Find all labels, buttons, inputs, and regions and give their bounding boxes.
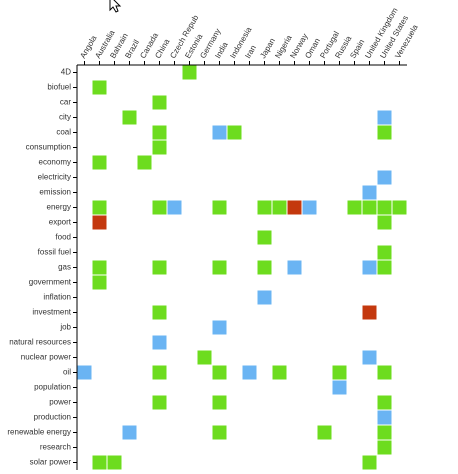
cell bbox=[122, 425, 137, 440]
cell bbox=[257, 230, 272, 245]
y-tick-label: investment bbox=[32, 308, 71, 317]
cell bbox=[257, 260, 272, 275]
y-tick-label: renewable energy bbox=[7, 428, 71, 437]
cell bbox=[377, 425, 392, 440]
cell bbox=[317, 425, 332, 440]
cell bbox=[302, 200, 317, 215]
cell bbox=[242, 365, 257, 380]
y-tick-label: job bbox=[59, 323, 71, 332]
y-tick-label: city bbox=[59, 113, 71, 122]
cell bbox=[212, 425, 227, 440]
cell bbox=[287, 200, 302, 215]
cell bbox=[182, 65, 197, 80]
y-tick-label: government bbox=[29, 278, 72, 287]
cell bbox=[152, 140, 167, 155]
y-tick-label: consumption bbox=[26, 143, 71, 152]
cursor bbox=[109, 0, 122, 13]
cell bbox=[272, 200, 287, 215]
y-tick-label: emission bbox=[39, 188, 71, 197]
cell bbox=[92, 260, 107, 275]
cell bbox=[377, 200, 392, 215]
cell bbox=[332, 380, 347, 395]
y-tick-label: economy bbox=[39, 158, 71, 167]
cell bbox=[347, 200, 362, 215]
y-tick-label: export bbox=[49, 218, 72, 227]
x-tick-label: Iran bbox=[243, 44, 258, 60]
cell bbox=[152, 260, 167, 275]
y-tick-label: biofuel bbox=[47, 83, 71, 92]
cell bbox=[257, 290, 272, 305]
cell bbox=[362, 200, 377, 215]
cell bbox=[377, 440, 392, 455]
cell bbox=[152, 95, 167, 110]
y-tick-label: food bbox=[55, 233, 71, 242]
cell bbox=[92, 275, 107, 290]
cell bbox=[377, 215, 392, 230]
cell bbox=[362, 350, 377, 365]
cell bbox=[377, 365, 392, 380]
cell bbox=[107, 455, 122, 470]
y-tick-label: natural resources bbox=[9, 338, 71, 347]
cell bbox=[287, 260, 302, 275]
cell bbox=[92, 155, 107, 170]
cell bbox=[212, 365, 227, 380]
cell bbox=[392, 200, 407, 215]
cell bbox=[152, 365, 167, 380]
cell bbox=[92, 200, 107, 215]
cell bbox=[152, 335, 167, 350]
y-tick-label: oil bbox=[63, 368, 71, 377]
cell bbox=[362, 185, 377, 200]
cell bbox=[137, 155, 152, 170]
y-tick-label: production bbox=[34, 413, 71, 422]
cell bbox=[212, 200, 227, 215]
y-tick-label: electricity bbox=[38, 173, 71, 182]
y-tick-label: coal bbox=[56, 128, 71, 137]
y-tick-label: gas bbox=[58, 263, 71, 272]
cell bbox=[362, 260, 377, 275]
cell bbox=[332, 365, 347, 380]
y-tick-label: nuclear power bbox=[21, 353, 72, 362]
cell bbox=[212, 260, 227, 275]
cell bbox=[122, 110, 137, 125]
cell bbox=[152, 305, 167, 320]
cell bbox=[377, 410, 392, 425]
cell bbox=[197, 350, 212, 365]
cell bbox=[272, 365, 287, 380]
cell bbox=[377, 260, 392, 275]
y-tick-label: fossil fuel bbox=[38, 248, 72, 257]
cell bbox=[227, 125, 242, 140]
y-tick-label: power bbox=[49, 398, 71, 407]
cell bbox=[212, 395, 227, 410]
cell bbox=[92, 455, 107, 470]
y-tick-label: 4D bbox=[61, 68, 71, 77]
y-tick-label: research bbox=[40, 443, 71, 452]
y-tick-label: car bbox=[60, 98, 71, 107]
cell bbox=[377, 245, 392, 260]
cell bbox=[152, 125, 167, 140]
cell bbox=[92, 80, 107, 95]
cell bbox=[377, 125, 392, 140]
cell bbox=[167, 200, 182, 215]
cell bbox=[377, 170, 392, 185]
cell bbox=[377, 110, 392, 125]
cell bbox=[92, 215, 107, 230]
cell bbox=[257, 200, 272, 215]
cell bbox=[77, 365, 92, 380]
y-tick-label: solar power bbox=[30, 458, 72, 467]
cell bbox=[212, 125, 227, 140]
cell bbox=[152, 395, 167, 410]
cell bbox=[212, 320, 227, 335]
cell bbox=[377, 395, 392, 410]
y-tick-label: inflation bbox=[43, 293, 71, 302]
y-tick-label: population bbox=[34, 383, 71, 392]
cell bbox=[362, 305, 377, 320]
y-tick-label: energy bbox=[47, 203, 71, 212]
cell bbox=[362, 455, 377, 470]
cell bbox=[152, 200, 167, 215]
